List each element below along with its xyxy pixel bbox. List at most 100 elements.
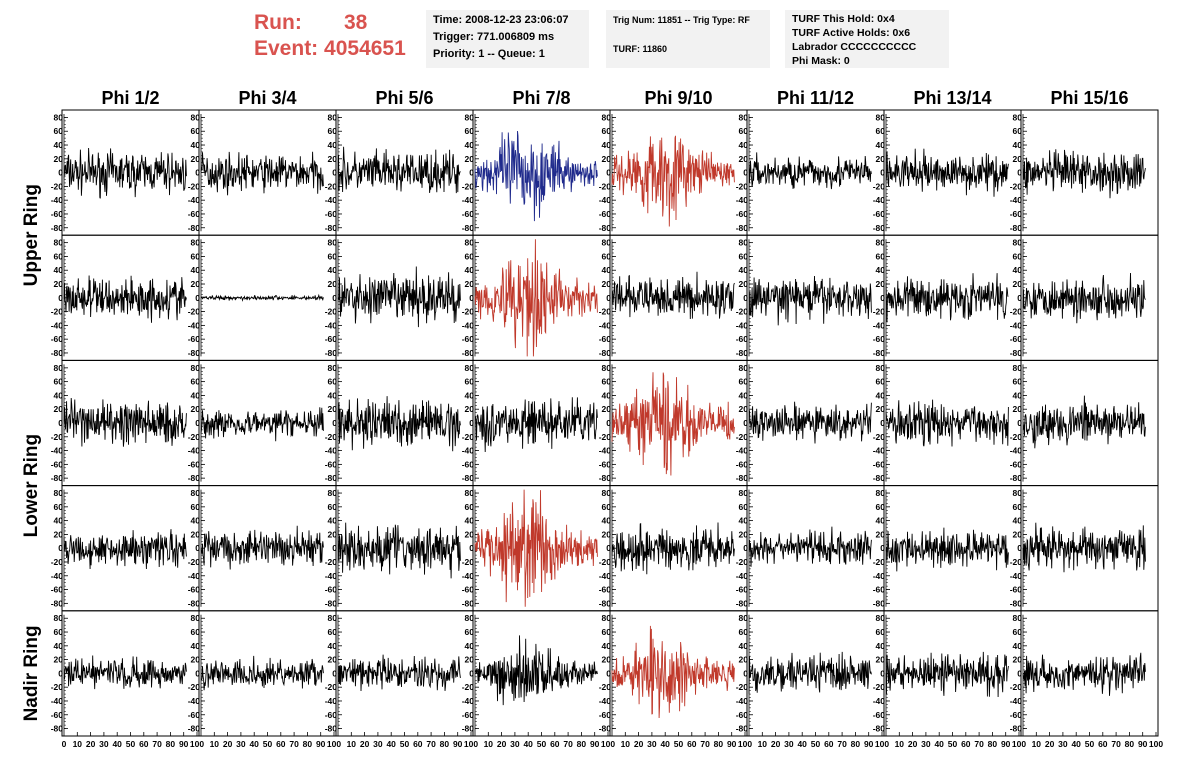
y-tick-label: -60	[51, 585, 64, 595]
y-tick-label: -20	[462, 557, 475, 567]
x-tick-label: 20	[771, 739, 781, 749]
y-tick-label: -20	[462, 307, 475, 317]
y-tick-label: -60	[599, 209, 612, 219]
y-tick-label: -20	[873, 432, 886, 442]
y-tick-label: -60	[1010, 334, 1023, 344]
y-tick-label: 80	[876, 488, 886, 498]
column-header: Phi 3/4	[238, 88, 296, 108]
waveform-trace	[63, 529, 187, 570]
y-tick-label: 0	[880, 418, 885, 428]
y-tick-label: 0	[743, 293, 748, 303]
y-tick-label: -80	[599, 724, 612, 734]
y-tick-label: -40	[1010, 320, 1023, 330]
run-value: 38	[344, 11, 368, 34]
y-tick-label: -20	[599, 682, 612, 692]
x-tick-label: 30	[784, 739, 794, 749]
waveform-trace	[612, 271, 735, 320]
y-tick-label: -40	[188, 446, 201, 456]
y-tick-label: -20	[51, 181, 64, 191]
y-tick-label: -20	[51, 432, 64, 442]
y-tick-label: -80	[873, 724, 886, 734]
y-tick-label: -80	[1010, 348, 1023, 358]
y-tick-label: 0	[606, 543, 611, 553]
y-tick-label: -40	[873, 696, 886, 706]
y-tick-label: 80	[191, 613, 201, 623]
y-tick-label: -80	[1010, 598, 1023, 608]
y-tick-label: 60	[876, 126, 886, 136]
y-tick-label: 20	[1013, 529, 1023, 539]
y-tick-label: 0	[195, 293, 200, 303]
y-tick-label: 0	[1017, 543, 1022, 553]
y-tick-label: 40	[54, 265, 64, 275]
y-tick-label: -40	[462, 446, 475, 456]
y-tick-label: 40	[739, 265, 749, 275]
waveform-trace	[611, 135, 735, 227]
waveform-trace	[200, 655, 324, 691]
trig-num-text: Trig Num: 11851 -- Trig Type: RF	[613, 15, 750, 25]
y-tick-label: 80	[1013, 488, 1023, 498]
y-tick-label: 40	[54, 516, 64, 526]
y-tick-label: -80	[1010, 473, 1023, 483]
y-tick-label: -80	[1010, 223, 1023, 233]
y-tick-label: -80	[51, 348, 64, 358]
y-tick-label: -60	[462, 209, 475, 219]
x-tick-label: 100	[875, 739, 889, 749]
labrador-text: Labrador CCCCCCCCCC	[792, 41, 917, 53]
waveform-trace	[63, 397, 187, 447]
y-tick-label: 60	[328, 126, 338, 136]
waveform-trace	[337, 146, 461, 194]
y-tick-label: 80	[876, 613, 886, 623]
y-tick-label: 80	[739, 488, 749, 498]
y-tick-label: 80	[739, 112, 749, 122]
x-tick-label: 30	[647, 739, 657, 749]
y-tick-label: 0	[58, 543, 63, 553]
turf-this-hold-text: TURF This Hold: 0x4	[792, 13, 895, 25]
y-tick-label: -40	[325, 446, 338, 456]
y-tick-label: -60	[736, 710, 749, 720]
x-tick-label: 100	[190, 739, 204, 749]
y-tick-label: -60	[51, 334, 64, 344]
y-tick-label: -20	[51, 682, 64, 692]
y-tick-label: -60	[325, 209, 338, 219]
y-tick-label: -40	[188, 320, 201, 330]
y-tick-label: 20	[602, 655, 612, 665]
time-info-box: Time: 2008-12-23 23:06:07 Trigger: 771.0…	[426, 10, 589, 68]
x-tick-label: 50	[1085, 739, 1095, 749]
phi-mask-text: Phi Mask: 0	[792, 55, 850, 67]
y-tick-label: -20	[1010, 307, 1023, 317]
y-tick-label: 20	[191, 154, 201, 164]
x-tick-label: 90	[590, 739, 600, 749]
x-tick-label: 40	[112, 739, 122, 749]
y-tick-label: 40	[1013, 641, 1023, 651]
y-tick-label: 60	[465, 627, 475, 637]
trig-info-box: Trig Num: 11851 -- Trig Type: RF TURF: 1…	[606, 10, 770, 68]
y-tick-label: 0	[606, 168, 611, 178]
y-tick-label: -20	[599, 432, 612, 442]
event-value: 4054651	[324, 37, 406, 60]
y-tick-label: 60	[739, 126, 749, 136]
x-tick-label: 100	[464, 739, 478, 749]
y-tick-label: -60	[325, 585, 338, 595]
x-tick-label: 90	[727, 739, 737, 749]
y-tick-label: 20	[602, 529, 612, 539]
y-tick-label: 0	[469, 168, 474, 178]
y-tick-label: 60	[739, 502, 749, 512]
x-tick-label: 60	[961, 739, 971, 749]
x-tick-label: 60	[276, 739, 286, 749]
y-tick-label: -40	[1010, 571, 1023, 581]
y-tick-label: 60	[1013, 126, 1023, 136]
y-tick-label: -80	[325, 598, 338, 608]
y-tick-label: 40	[739, 140, 749, 150]
y-tick-label: -80	[51, 598, 64, 608]
waveform-trace	[748, 152, 872, 190]
y-tick-label: 40	[328, 265, 338, 275]
y-tick-label: 20	[1013, 154, 1023, 164]
x-tick-label: 70	[426, 739, 436, 749]
x-tick-label: 80	[577, 739, 587, 749]
y-tick-label: 40	[54, 390, 64, 400]
waveform-trace	[337, 396, 461, 452]
x-tick-label: 60	[687, 739, 697, 749]
y-tick-label: 40	[465, 641, 475, 651]
y-tick-label: 80	[1013, 613, 1023, 623]
y-tick-label: -80	[736, 348, 749, 358]
